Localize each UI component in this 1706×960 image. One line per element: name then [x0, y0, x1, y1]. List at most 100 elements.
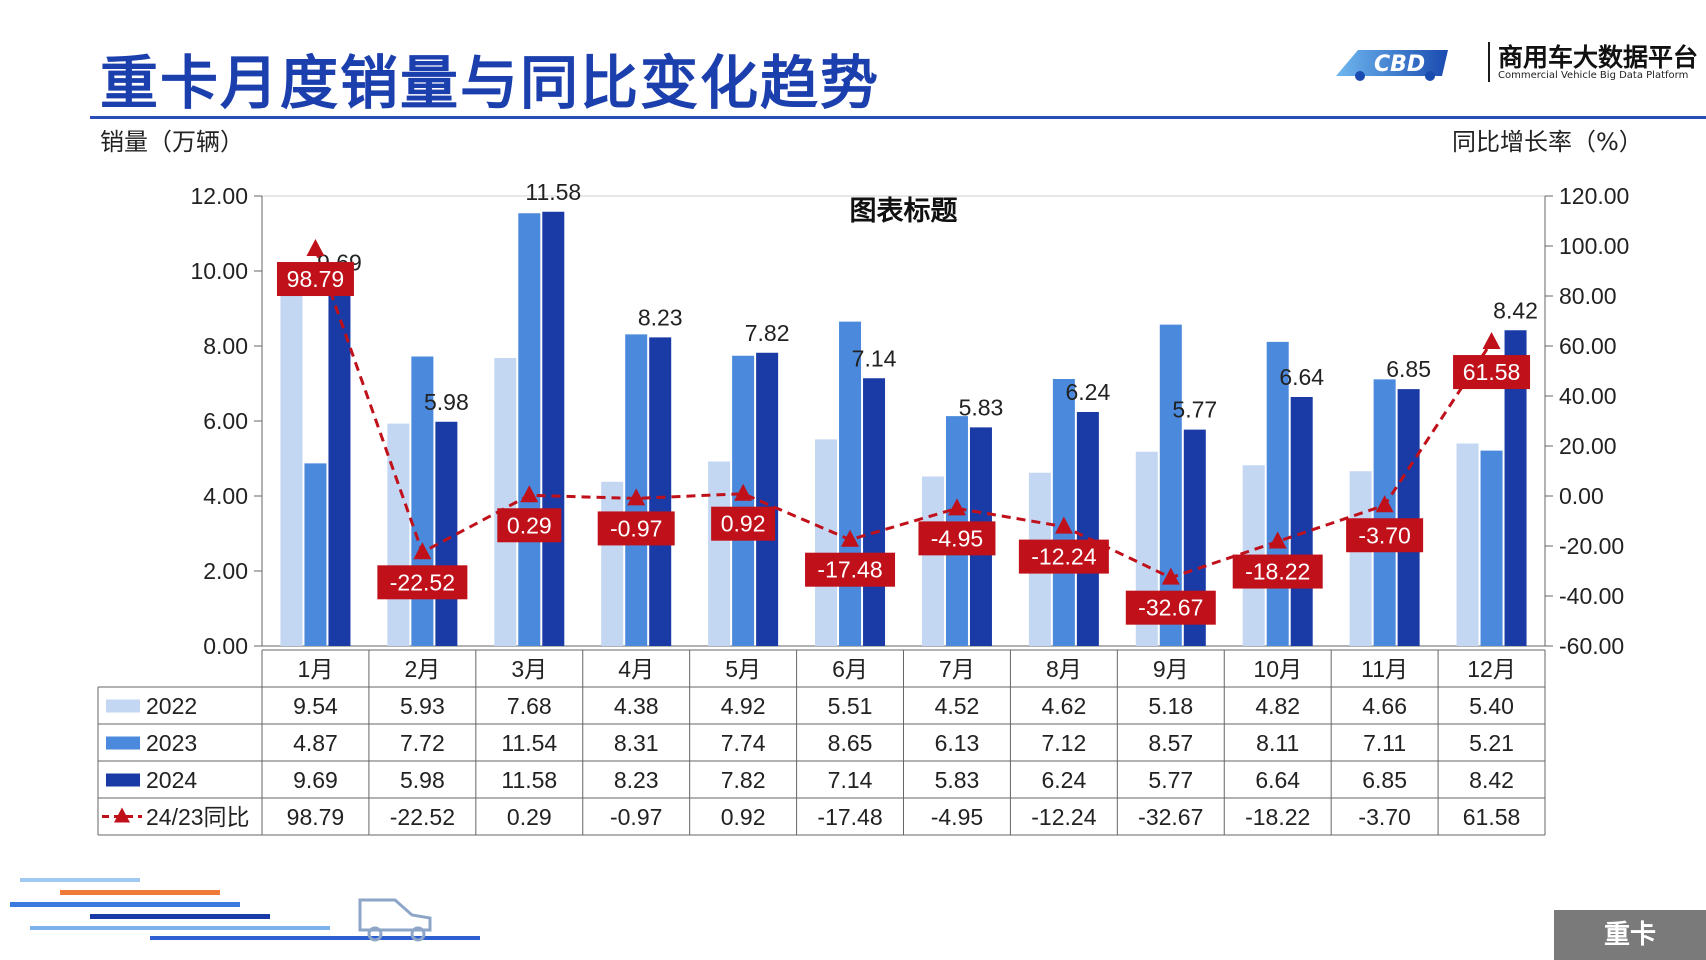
bar-2024-2 — [435, 421, 458, 646]
yoy-label-box — [1346, 518, 1424, 553]
bar-2022-12 — [1456, 443, 1479, 646]
table-cell: 8.23 — [614, 767, 659, 793]
table-cell: -17.48 — [817, 804, 882, 830]
yoy-marker-10 — [1268, 531, 1287, 549]
bar-2024-11 — [1397, 389, 1420, 646]
table-cell: 7.82 — [721, 767, 766, 793]
right-tick-label: -20.00 — [1559, 533, 1624, 559]
bar-data-label: 8.23 — [638, 304, 683, 330]
right-tick-label: 100.00 — [1559, 233, 1629, 259]
table-cell: 5.21 — [1469, 730, 1514, 756]
yoy-label-box — [377, 565, 468, 600]
table-cell: 5.51 — [828, 693, 873, 719]
yoy-data-label: -3.70 — [1358, 522, 1410, 548]
bar-data-label: 7.14 — [852, 345, 897, 371]
yoy-marker-4 — [627, 488, 646, 506]
brand-logo: CBD 商用车大数据平台 Commercial Vehicle Big Data… — [1330, 38, 1698, 88]
x-tick-label: 9月 — [1153, 656, 1189, 682]
right-axis-title: 同比增长率（%） — [1452, 128, 1643, 156]
table-cell: 8.65 — [828, 730, 873, 756]
right-tick-label: 60.00 — [1559, 333, 1617, 359]
right-tick-label: 120.00 — [1559, 183, 1629, 209]
segment-badge: 重卡 — [1554, 910, 1706, 960]
yoy-label-box — [276, 262, 354, 297]
table-cell: 4.52 — [935, 693, 980, 719]
x-tick-label: 10月 — [1253, 656, 1302, 682]
table-cell: 6.64 — [1255, 767, 1300, 793]
page-title: 重卡月度销量与同比变化趋势 — [100, 49, 881, 117]
table-cell: -12.24 — [1031, 804, 1096, 830]
bar-2023-11 — [1373, 379, 1396, 646]
table-cell: -22.52 — [390, 804, 455, 830]
table-cell: 11.54 — [501, 730, 557, 756]
yoy-label-box — [1232, 554, 1323, 589]
bar-2023-8 — [1052, 379, 1075, 646]
yoy-data-label: 0.92 — [721, 511, 766, 537]
table-cell: 5.77 — [1148, 767, 1193, 793]
table-row-label: 2023 — [146, 730, 197, 756]
bar-2024-8 — [1076, 412, 1099, 646]
bar-2022-11 — [1349, 471, 1372, 646]
table-row-label: 2024 — [146, 767, 197, 793]
truck-decoration-icon — [10, 878, 480, 942]
x-tick-label: 6月 — [832, 656, 868, 682]
yoy-marker-3 — [520, 485, 539, 503]
x-tick-label: 12月 — [1467, 656, 1516, 682]
x-tick-label: 3月 — [511, 656, 547, 682]
left-tick-label: 6.00 — [203, 408, 248, 434]
table-cell: 0.29 — [507, 804, 552, 830]
bar-data-label: 6.24 — [1065, 379, 1110, 405]
table-cell: -3.70 — [1358, 804, 1410, 830]
yoy-marker-1 — [306, 239, 325, 257]
yoy-label-box — [918, 521, 996, 556]
left-tick-label: 2.00 — [203, 558, 248, 584]
yoy-data-label: 98.79 — [287, 266, 345, 292]
x-tick-label: 1月 — [298, 656, 334, 682]
table-cell: 8.42 — [1469, 767, 1514, 793]
left-axis-title: 销量（万辆） — [100, 128, 244, 156]
table-cell: 5.18 — [1148, 693, 1193, 719]
table-cell: -18.22 — [1245, 804, 1310, 830]
bar-2024-12 — [1504, 330, 1527, 646]
legend-key-2023 — [106, 736, 140, 750]
right-tick-label: -60.00 — [1559, 633, 1624, 659]
yoy-marker-12 — [1482, 332, 1501, 350]
bar-data-label: 7.82 — [745, 320, 790, 346]
bar-2022-5 — [708, 461, 731, 646]
yoy-label-box — [597, 511, 675, 546]
table-cell: -32.67 — [1138, 804, 1203, 830]
table-cell: 6.24 — [1041, 767, 1086, 793]
table-cell: 7.14 — [828, 767, 873, 793]
yoy-data-label: -17.48 — [817, 557, 882, 583]
table-cell: 4.66 — [1362, 693, 1407, 719]
yoy-line — [314, 248, 1493, 580]
yoy-marker-6 — [841, 529, 860, 547]
table-cell: 4.92 — [721, 693, 766, 719]
table-cell: 61.58 — [1463, 804, 1521, 830]
bar-2022-4 — [601, 481, 624, 646]
yoy-data-label: -12.24 — [1031, 544, 1096, 570]
left-tick-label: 10.00 — [190, 258, 248, 284]
yoy-label-box — [711, 506, 776, 541]
x-tick-label: 2月 — [404, 656, 440, 682]
bar-2023-9 — [1159, 324, 1182, 646]
x-tick-label: 7月 — [939, 656, 975, 682]
yoy-label-box — [1125, 590, 1216, 625]
table-cell: 7.12 — [1041, 730, 1086, 756]
legend-key-2022 — [106, 699, 140, 713]
yoy-marker-11 — [1375, 495, 1394, 513]
table-cell: 9.54 — [293, 693, 338, 719]
table-row-label: 2022 — [146, 693, 197, 719]
yoy-data-label: 0.29 — [507, 512, 552, 538]
logo-cn-text: 商用车大数据平台 — [1498, 43, 1699, 72]
right-tick-label: 40.00 — [1559, 383, 1617, 409]
table-cell: 7.11 — [1363, 730, 1406, 756]
bar-2022-7 — [921, 476, 944, 646]
bar-data-label: 6.85 — [1386, 356, 1431, 382]
yoy-label-box — [1018, 539, 1109, 574]
yoy-label-box — [497, 508, 562, 543]
table-cell: 0.92 — [721, 804, 766, 830]
bar-2024-4 — [649, 337, 672, 646]
bar-data-label: 8.42 — [1493, 297, 1538, 323]
table-cell: 7.72 — [400, 730, 445, 756]
